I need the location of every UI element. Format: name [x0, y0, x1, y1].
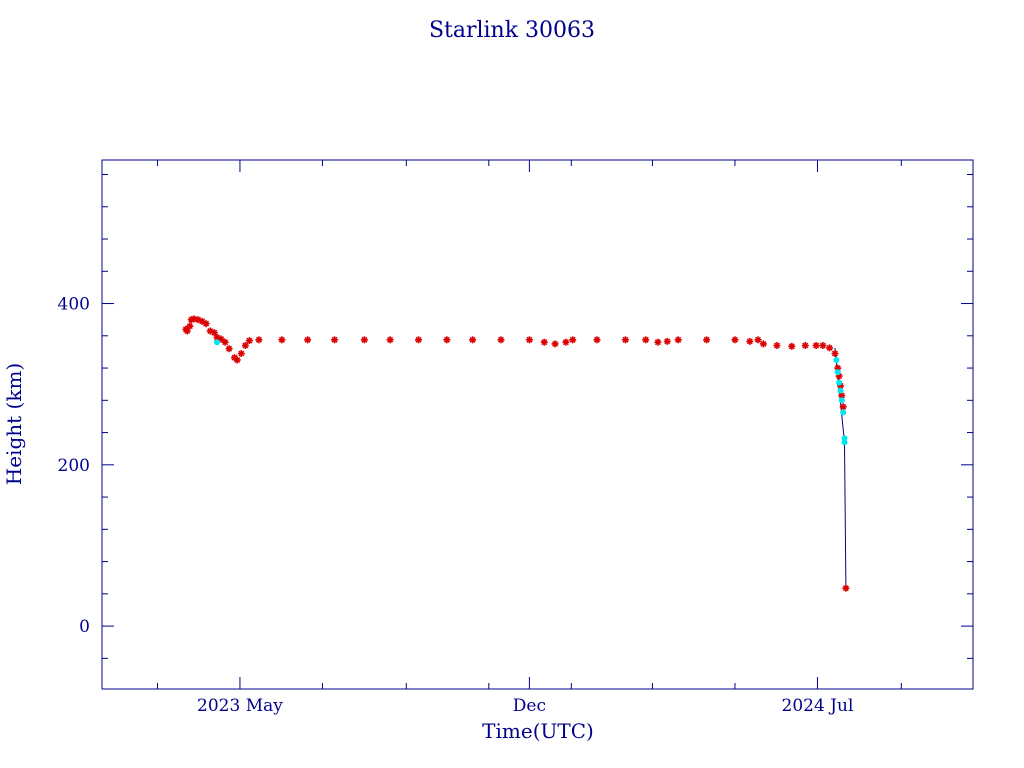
data-point-red	[241, 342, 249, 349]
data-point-red	[773, 342, 781, 349]
data-point-cyan	[836, 379, 843, 386]
data-point-red	[842, 584, 850, 592]
data-point-red	[443, 336, 451, 344]
data-point-red	[469, 336, 477, 344]
x-tick-label: 2023 May	[197, 696, 283, 716]
data-point-red	[386, 336, 394, 344]
data-point-red	[360, 336, 368, 344]
data-point-cyan	[213, 339, 220, 346]
data-point-red	[255, 336, 263, 344]
data-point-red	[754, 336, 762, 344]
data-point-red	[304, 336, 312, 344]
data-point-red	[186, 322, 194, 330]
data-point-red	[826, 344, 834, 352]
data-point-cyan	[840, 409, 847, 416]
data-point-red	[221, 338, 229, 346]
data-point-red	[819, 342, 827, 349]
x-tick-label: 2024 Jul	[782, 696, 854, 716]
data-point-red	[642, 336, 650, 344]
data-point-red	[245, 337, 253, 345]
data-point-red	[839, 403, 847, 411]
data-point-red	[788, 342, 796, 350]
data-point-red	[593, 336, 601, 344]
data-point-red	[331, 336, 339, 344]
data-point-red	[703, 336, 711, 344]
data-point-cyan	[841, 439, 848, 446]
data-point-red	[415, 336, 422, 344]
data-points	[182, 315, 850, 592]
y-axis-label: Height (km)	[2, 363, 26, 485]
data-point-cyan	[834, 369, 841, 376]
data-point-red	[562, 338, 570, 346]
axis-ticks	[102, 160, 973, 689]
data-point-red	[540, 338, 548, 346]
data-point-red	[233, 356, 241, 364]
y-tick-label: 400	[58, 295, 90, 315]
x-axis-label: Time(UTC)	[482, 719, 594, 743]
y-tick-label: 0	[79, 617, 90, 637]
data-point-red	[759, 340, 767, 348]
data-point-red	[497, 336, 505, 344]
data-point-red	[237, 350, 245, 357]
data-point-red	[210, 329, 218, 337]
data-point-cyan	[838, 397, 845, 404]
data-point-red	[183, 327, 191, 335]
plot-frame	[101, 159, 974, 690]
data-point-red	[663, 337, 671, 345]
y-tick-label: 200	[58, 456, 90, 476]
data-point-red	[621, 336, 629, 344]
data-point-red	[654, 338, 662, 346]
data-point-red	[831, 350, 839, 357]
data-point-red	[525, 336, 533, 344]
data-point-red	[812, 342, 820, 349]
x-tick-label: Dec	[513, 696, 546, 716]
chart-title: Starlink 30063	[429, 18, 595, 43]
data-point-cyan	[833, 356, 840, 363]
data-point-red	[674, 336, 682, 344]
data-point-red	[801, 342, 809, 349]
tick-labels: 0 200 400 2023 May Dec 2024 Jul	[58, 295, 854, 716]
data-point-red	[746, 337, 754, 345]
data-point-red	[278, 336, 286, 344]
data-point-red	[551, 340, 559, 348]
data-point-red	[225, 345, 233, 353]
data-point-red	[569, 336, 577, 344]
data-point-cyan	[837, 387, 844, 394]
data-point-red	[202, 320, 210, 328]
data-point-red	[731, 336, 739, 344]
